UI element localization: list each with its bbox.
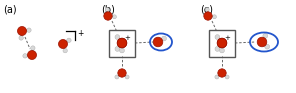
Circle shape bbox=[217, 38, 227, 48]
Circle shape bbox=[225, 75, 229, 79]
Circle shape bbox=[220, 48, 224, 53]
Circle shape bbox=[162, 36, 166, 41]
Bar bbox=[209, 29, 235, 57]
Circle shape bbox=[215, 35, 220, 40]
Circle shape bbox=[120, 48, 124, 53]
Circle shape bbox=[27, 28, 31, 32]
Circle shape bbox=[59, 40, 67, 49]
Circle shape bbox=[118, 69, 126, 77]
Circle shape bbox=[215, 75, 219, 79]
Circle shape bbox=[153, 37, 163, 47]
Circle shape bbox=[117, 38, 127, 48]
Circle shape bbox=[23, 54, 27, 58]
Circle shape bbox=[31, 46, 35, 50]
Circle shape bbox=[213, 15, 216, 19]
Text: (c): (c) bbox=[200, 4, 213, 14]
Circle shape bbox=[257, 37, 267, 47]
Circle shape bbox=[217, 38, 227, 48]
Text: (b): (b) bbox=[101, 4, 115, 14]
Circle shape bbox=[117, 38, 127, 48]
Circle shape bbox=[19, 36, 23, 40]
Circle shape bbox=[263, 33, 268, 38]
Circle shape bbox=[115, 75, 119, 79]
Circle shape bbox=[265, 44, 270, 49]
Circle shape bbox=[218, 69, 226, 77]
Text: +: + bbox=[224, 35, 230, 41]
Circle shape bbox=[63, 48, 67, 53]
Circle shape bbox=[105, 8, 109, 12]
Text: (a): (a) bbox=[3, 4, 17, 14]
Circle shape bbox=[125, 75, 129, 79]
Bar bbox=[109, 29, 135, 57]
Circle shape bbox=[104, 12, 112, 20]
Circle shape bbox=[112, 15, 116, 19]
Circle shape bbox=[204, 12, 212, 20]
Circle shape bbox=[17, 27, 27, 36]
Text: +: + bbox=[124, 35, 130, 41]
Circle shape bbox=[67, 38, 71, 43]
Circle shape bbox=[215, 46, 220, 51]
Circle shape bbox=[28, 50, 36, 60]
Circle shape bbox=[115, 46, 120, 51]
Text: +: + bbox=[77, 28, 83, 37]
Circle shape bbox=[205, 8, 209, 12]
Circle shape bbox=[115, 35, 120, 40]
